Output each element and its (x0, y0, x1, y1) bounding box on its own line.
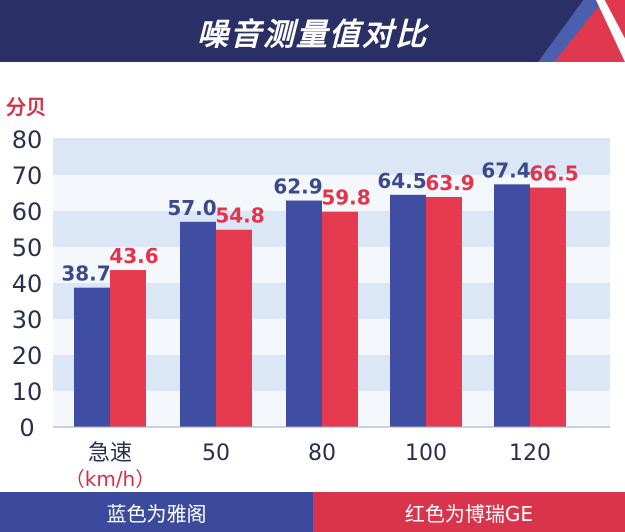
legend-item-regal: 红色为博瑞GE (313, 492, 625, 532)
data-label: 59.8 (321, 186, 370, 210)
y-tick-label: 10 (12, 378, 43, 406)
y-tick-label: 50 (12, 234, 43, 262)
data-label: 66.5 (529, 162, 578, 186)
y-tick-label: 70 (12, 162, 43, 190)
data-label: 43.6 (109, 244, 158, 268)
data-label: 63.9 (425, 171, 474, 195)
x-tick-label: 100 (405, 441, 447, 466)
chart-title: 噪音测量值对比 (197, 17, 428, 53)
data-label: 57.0 (167, 196, 216, 220)
x-tick-label: 急速 (88, 441, 132, 466)
bar-accord (494, 184, 530, 427)
y-tick-label: 80 (12, 126, 43, 154)
data-label: 67.4 (481, 158, 530, 182)
data-label: 54.8 (215, 204, 264, 228)
y-axis-unit-label: 分贝 (6, 95, 46, 119)
data-label: 38.7 (61, 262, 110, 286)
bar-regal (426, 196, 462, 427)
x-tick-label: 120 (509, 441, 551, 466)
title-banner: 噪音测量值对比 (0, 0, 625, 62)
x-tick-label: 80 (308, 441, 336, 466)
y-tick-label: 40 (12, 270, 43, 298)
y-tick-label: 20 (12, 342, 43, 370)
bar-regal (322, 211, 358, 427)
y-tick-label: 60 (12, 198, 43, 226)
x-axis-unit-label: （km/h） (65, 467, 155, 491)
bar-accord (390, 194, 426, 427)
grid-band (53, 139, 610, 175)
y-tick-label: 30 (12, 306, 43, 334)
legend-bar: 蓝色为雅阁 红色为博瑞GE (0, 492, 625, 532)
legend-item-accord: 蓝色为雅阁 (0, 492, 313, 532)
bar-regal (216, 229, 252, 427)
data-label: 64.5 (377, 169, 426, 193)
bar-accord (74, 287, 110, 427)
y-tick-label: 0 (19, 414, 34, 442)
bar-accord (286, 200, 322, 427)
data-label: 62.9 (273, 175, 322, 199)
bar-regal (530, 187, 566, 427)
x-tick-label: 50 (202, 441, 230, 466)
bar-regal (110, 270, 146, 427)
bar-accord (180, 221, 216, 427)
bar-chart: 0 10 20 30 40 50 60 70 80 38.7 57.0 62.9 64.5 67.4 43.… (12, 126, 610, 491)
